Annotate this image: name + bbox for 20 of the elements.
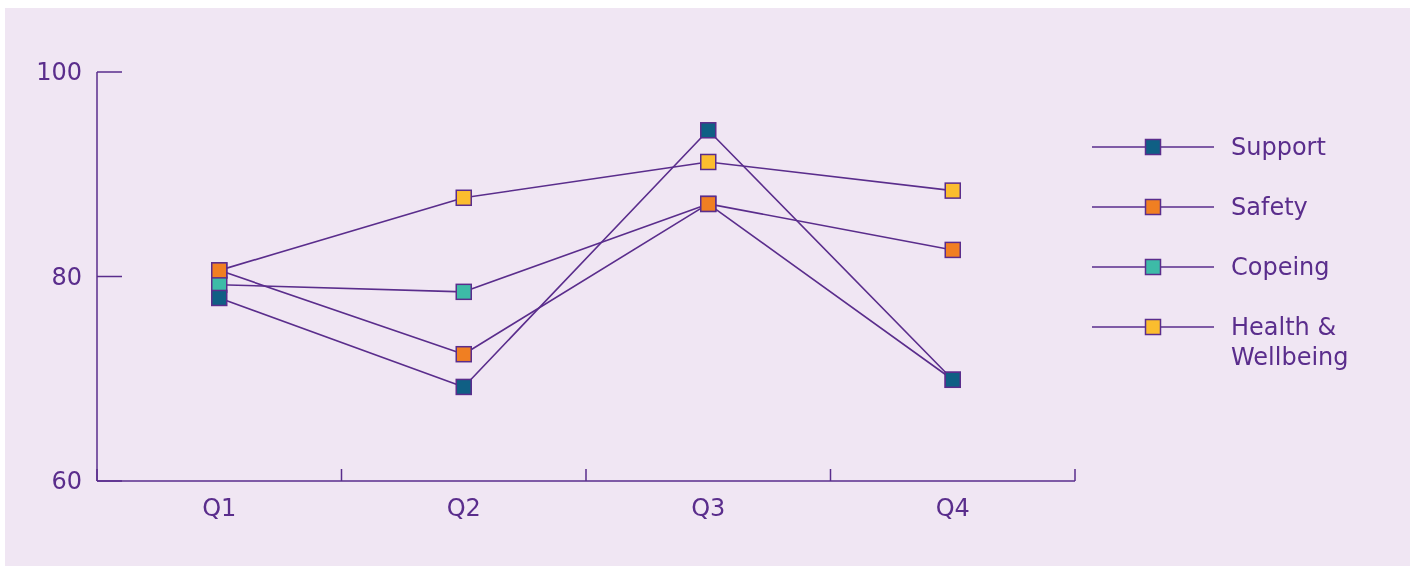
y-tick-label: 100 [36,58,82,87]
y-tick-label: 80 [51,262,82,291]
point [455,378,472,396]
legend-label: Health & Wellbeing [1231,313,1349,372]
x-tick-label: Q3 [691,494,726,522]
legend-label: Support [1231,133,1326,162]
legend-label: Copeing [1231,253,1330,282]
x-tick-label: Q2 [446,494,481,522]
point [700,153,717,171]
legend-label: Safety [1231,193,1308,222]
point [455,283,472,301]
y-tick-label: 60 [51,467,82,496]
x-tick-label: Q4 [935,494,970,522]
point [455,189,472,207]
point [455,345,472,363]
point [944,241,961,259]
point [700,122,717,139]
point [211,289,228,307]
x-tick-label: Q1 [202,494,237,522]
point [944,182,961,199]
